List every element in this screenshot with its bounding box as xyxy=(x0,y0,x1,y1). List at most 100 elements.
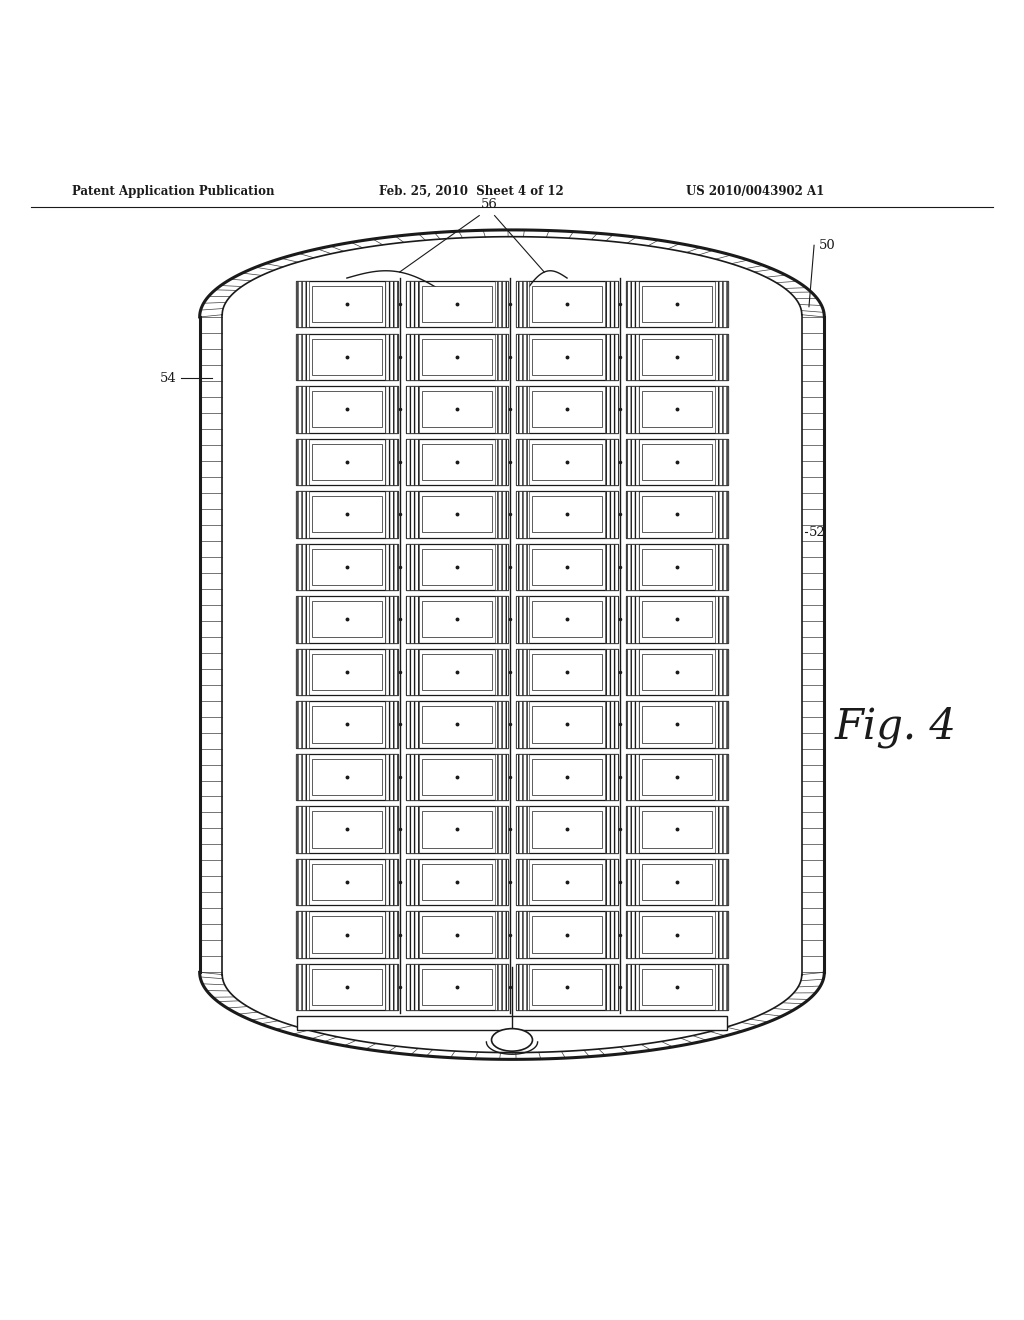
Bar xyxy=(385,387,397,433)
Bar xyxy=(626,281,728,327)
Bar xyxy=(626,438,728,484)
Bar xyxy=(406,807,508,853)
Bar xyxy=(605,807,618,853)
Bar xyxy=(311,496,382,532)
Bar xyxy=(715,491,728,537)
Bar xyxy=(626,438,639,484)
Bar xyxy=(422,496,493,532)
Bar xyxy=(385,701,397,747)
Bar xyxy=(626,754,728,800)
Bar xyxy=(605,859,618,906)
Bar xyxy=(626,387,728,433)
Text: US 2010/0043902 A1: US 2010/0043902 A1 xyxy=(686,185,824,198)
Text: 50: 50 xyxy=(819,239,836,252)
Bar xyxy=(296,859,397,906)
Bar xyxy=(605,544,618,590)
Bar xyxy=(406,281,419,327)
Bar xyxy=(642,969,713,1005)
Bar xyxy=(422,706,493,743)
Bar xyxy=(495,597,508,643)
Bar xyxy=(626,807,639,853)
Bar xyxy=(626,491,639,537)
Bar xyxy=(422,653,493,690)
Bar xyxy=(605,754,618,800)
Bar xyxy=(642,602,713,638)
Bar xyxy=(531,812,602,847)
Bar xyxy=(516,387,618,433)
Bar xyxy=(516,911,618,958)
Bar xyxy=(531,969,602,1005)
Bar xyxy=(516,911,529,958)
Bar xyxy=(495,701,508,747)
Bar xyxy=(311,653,382,690)
Bar xyxy=(642,812,713,847)
Bar xyxy=(626,859,639,906)
Bar xyxy=(406,648,419,696)
Bar xyxy=(296,597,309,643)
Bar xyxy=(385,438,397,484)
Text: 52: 52 xyxy=(809,525,825,539)
Bar xyxy=(715,387,728,433)
Bar xyxy=(495,334,508,380)
Bar xyxy=(296,648,309,696)
Bar xyxy=(422,969,493,1005)
Bar xyxy=(715,754,728,800)
Bar xyxy=(626,911,639,958)
Bar xyxy=(516,281,618,327)
Bar xyxy=(531,653,602,690)
Bar xyxy=(715,859,728,906)
Bar xyxy=(605,491,618,537)
Bar xyxy=(296,807,397,853)
Bar xyxy=(626,964,728,1010)
Bar xyxy=(605,964,618,1010)
Bar xyxy=(516,387,529,433)
Bar xyxy=(642,286,713,322)
Bar xyxy=(422,444,493,480)
Bar xyxy=(715,334,728,380)
Bar xyxy=(626,544,728,590)
Bar xyxy=(516,334,618,380)
Bar xyxy=(516,859,529,906)
Bar xyxy=(296,387,309,433)
Bar xyxy=(516,648,529,696)
Bar xyxy=(495,438,508,484)
Bar xyxy=(626,334,728,380)
Bar xyxy=(406,491,508,537)
Bar xyxy=(422,916,493,953)
Bar xyxy=(406,754,419,800)
Text: Fig. 4: Fig. 4 xyxy=(835,706,957,747)
Bar xyxy=(642,706,713,743)
Bar xyxy=(642,549,713,585)
Bar xyxy=(516,491,618,537)
Bar xyxy=(406,911,419,958)
Bar xyxy=(605,438,618,484)
Bar xyxy=(605,648,618,696)
Bar xyxy=(406,859,419,906)
Bar xyxy=(406,701,419,747)
Bar xyxy=(422,759,493,795)
Bar xyxy=(626,648,639,696)
Bar xyxy=(605,911,618,958)
Bar xyxy=(296,701,397,747)
Bar xyxy=(605,334,618,380)
Bar xyxy=(516,597,529,643)
Bar xyxy=(715,648,728,696)
Bar xyxy=(626,911,728,958)
Bar xyxy=(406,859,508,906)
Bar xyxy=(296,807,309,853)
Bar xyxy=(642,863,713,900)
Bar xyxy=(406,701,508,747)
Bar xyxy=(531,444,602,480)
Bar xyxy=(516,964,618,1010)
Bar xyxy=(296,281,397,327)
Bar xyxy=(311,863,382,900)
Bar xyxy=(495,859,508,906)
Bar xyxy=(626,597,728,643)
Bar xyxy=(495,491,508,537)
Bar xyxy=(605,387,618,433)
Bar xyxy=(626,701,728,747)
Bar xyxy=(516,491,529,537)
Bar xyxy=(626,807,728,853)
Bar xyxy=(531,286,602,322)
Bar xyxy=(311,286,382,322)
